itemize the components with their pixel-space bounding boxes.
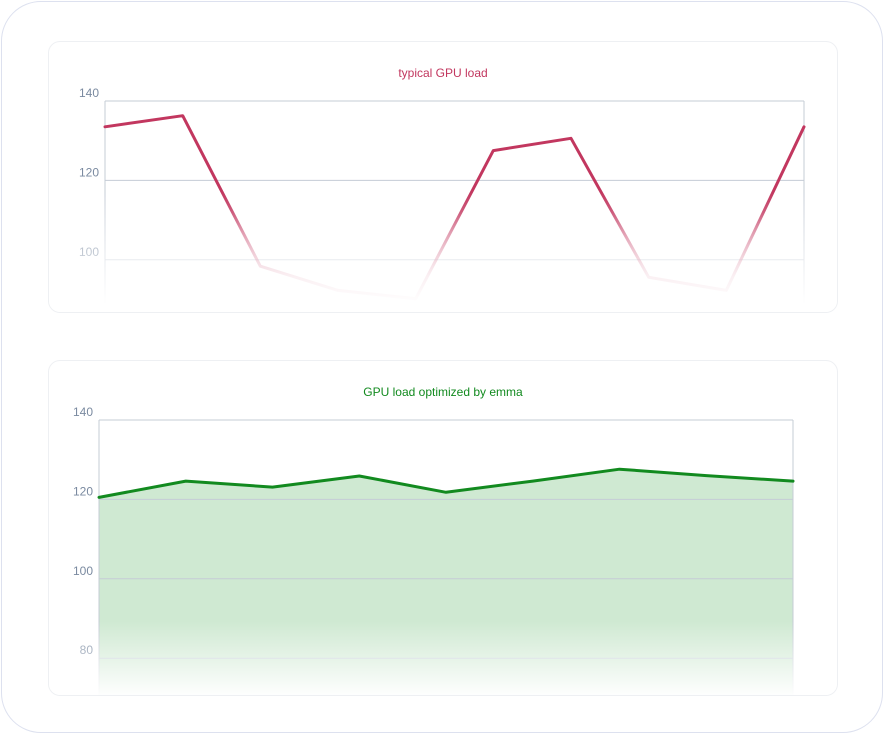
y-tick-label: 120 <box>73 484 93 498</box>
optimized-gpu-load-card: GPU load optimized by emma 80100120140 <box>48 360 838 696</box>
y-tick-label: 120 <box>79 165 99 179</box>
optimized-gpu-load-chart: 80100120140 <box>49 405 837 695</box>
bottom-fade <box>49 192 837 312</box>
chart-title-optimized: GPU load optimized by emma <box>363 385 523 399</box>
y-tick-label: 100 <box>73 564 93 578</box>
y-tick-label: 140 <box>79 86 99 100</box>
bottom-fade <box>49 621 837 695</box>
y-tick-label: 140 <box>73 405 93 419</box>
chart-title-typical: typical GPU load <box>398 66 488 80</box>
